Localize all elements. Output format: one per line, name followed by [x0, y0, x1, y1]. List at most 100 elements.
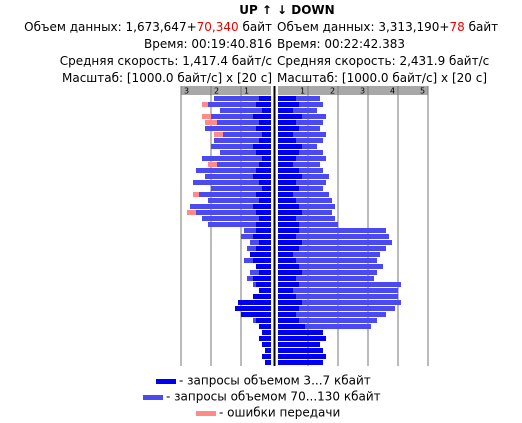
bar [278, 276, 296, 281]
bar [278, 252, 380, 257]
down-speed: Средняя скорость: 2,431.9 байт/с [277, 54, 490, 68]
bar [278, 234, 389, 239]
bar [223, 132, 271, 137]
bar [278, 150, 323, 155]
bar [278, 324, 371, 329]
bar [259, 240, 271, 245]
bar [199, 192, 271, 197]
bar [278, 330, 323, 335]
bar [278, 282, 401, 287]
bar [278, 186, 299, 191]
bar [278, 198, 296, 203]
bar [193, 180, 271, 185]
up-volume: Объем данных: 1,673,647+70,340 байт [24, 19, 272, 36]
bar [278, 102, 299, 107]
bar [278, 342, 320, 347]
tick-label: 2 [330, 87, 335, 96]
bar [208, 198, 271, 203]
bar [217, 162, 271, 167]
bar [256, 264, 271, 269]
bar [220, 150, 271, 155]
bar [241, 312, 271, 317]
bar [278, 174, 302, 179]
bar [278, 270, 302, 275]
scale-bar [278, 86, 428, 95]
up-time: Время: 00:19:40.816 [144, 37, 272, 51]
bar [259, 216, 271, 221]
bar [256, 282, 271, 287]
tick-label: 3 [184, 87, 189, 96]
bar [262, 156, 271, 161]
bar [262, 108, 271, 113]
bar [278, 168, 323, 173]
bar [256, 150, 271, 155]
bar [278, 180, 296, 185]
bar [253, 276, 271, 281]
bar [278, 222, 338, 227]
bar [262, 342, 271, 347]
bar [278, 294, 296, 299]
bar [278, 300, 302, 305]
bar [278, 210, 332, 215]
bar [278, 294, 398, 299]
bar [259, 324, 271, 329]
bar [211, 144, 271, 149]
bar [278, 288, 398, 293]
bar [278, 360, 323, 365]
bar [256, 168, 271, 173]
volume: Объем данных: 1,673,647+ [24, 20, 197, 34]
tick-label: 4 [390, 87, 395, 96]
bar [278, 204, 335, 209]
bar [278, 246, 299, 251]
bar [278, 174, 329, 179]
tick-label: 1 [244, 87, 249, 96]
bar [278, 120, 323, 125]
bar [217, 120, 271, 125]
bar [205, 174, 271, 179]
legend: - запросы объемом 3...7 кбайт - запросы о… [143, 374, 381, 420]
legend-swatch [143, 395, 163, 400]
bar [278, 258, 296, 263]
bar [278, 234, 296, 239]
bar [259, 96, 271, 101]
bar [253, 204, 271, 209]
bar [253, 174, 271, 179]
legend-label: - запросы объемом 70...130 кбайт [166, 390, 381, 404]
bar [278, 264, 383, 269]
bar [235, 306, 271, 311]
bar [238, 300, 271, 305]
bar [278, 96, 296, 101]
bar [259, 180, 271, 185]
bar [253, 234, 271, 239]
bar [253, 258, 271, 263]
bar [256, 228, 271, 233]
bar [278, 270, 377, 275]
bar [256, 318, 271, 323]
up-stats: UP ↑ Объем данных: 1,673,647+70,340 байт… [24, 2, 272, 87]
bar [259, 162, 271, 167]
bar [214, 96, 271, 101]
bar [259, 270, 271, 275]
bar [278, 246, 386, 251]
tick-label: 5 [420, 87, 425, 96]
bar [278, 156, 326, 161]
down-title: ↓ DOWN [277, 3, 335, 17]
bar [259, 198, 271, 203]
unit: байт [238, 20, 272, 34]
bar [278, 102, 323, 107]
tick-label: 2 [214, 87, 219, 96]
legend-label: - ошибки передачи [219, 406, 340, 420]
bar [278, 162, 320, 167]
bar [278, 306, 395, 311]
up-speed: Средняя скорость: 1,417.4 байт/с [59, 54, 272, 68]
bar [278, 216, 335, 221]
bar [278, 240, 302, 245]
bar [278, 216, 296, 221]
bar [250, 252, 271, 257]
bar [278, 264, 299, 269]
bar [278, 348, 323, 353]
bar [259, 138, 271, 143]
legend-swatch [156, 379, 176, 384]
